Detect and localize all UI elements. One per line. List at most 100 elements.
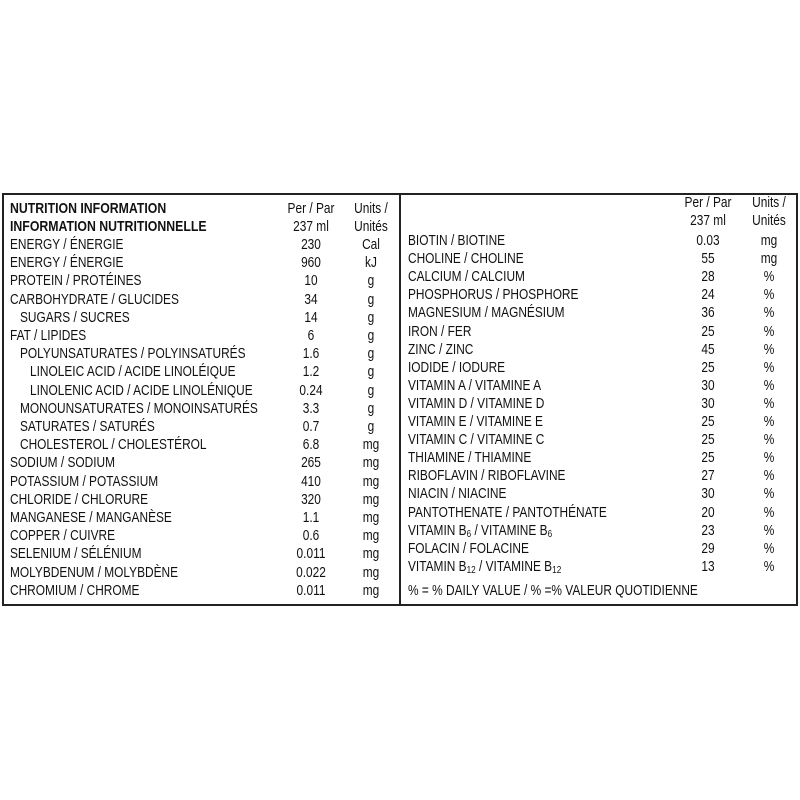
nutrient-label: VITAMIN B6 / VITAMINE B6 — [408, 522, 552, 540]
nutrient-label: RIBOFLAVIN / RIBOFLAVINE — [408, 468, 566, 485]
subscript: 12 — [466, 564, 476, 576]
nutrient-label: CALCIUM / CALCIUM — [408, 269, 525, 286]
nutrient-amount: 28 — [701, 269, 715, 286]
nutrient-label: IRON / FER — [408, 323, 472, 340]
nutrient-unit: mg — [760, 233, 778, 249]
subscript: 6 — [547, 528, 553, 540]
nutrient-unit: % — [763, 468, 775, 485]
nutrient-amount: 0.011 — [296, 582, 326, 599]
nutrient-amount: 0.24 — [299, 382, 323, 399]
nutrient-label: VITAMIN E / VITAMINE E — [408, 414, 543, 430]
nutrient-amount: 30 — [701, 377, 715, 394]
nutrient-unit: mg — [362, 491, 380, 508]
nutrient-unit: g — [367, 291, 375, 308]
units-header-fr: Unités — [752, 213, 786, 229]
nutrient-unit: g — [367, 382, 375, 399]
nutrient-amount: 0.6 — [302, 528, 320, 545]
nutrient-unit: % — [763, 522, 775, 539]
nutrient-label: COPPER / CUIVRE — [10, 528, 116, 545]
nutrient-unit: mg — [362, 564, 380, 581]
label-part: / VITAMINE B — [475, 558, 553, 575]
nutrient-label: LINOLENIC ACID / ACIDE LINOLÉNIQUE — [30, 382, 253, 399]
nutrient-amount: 36 — [701, 305, 715, 322]
nutrient-label: LINOLEIC ACID / ACIDE LINOLÉIQUE — [30, 364, 236, 381]
nutrient-label: POTASSIUM / POTASSIUM — [10, 473, 159, 490]
nutrient-label: MOLYBDENUM / MOLYBDÈNE — [10, 564, 179, 581]
nutrient-unit: % — [763, 377, 775, 394]
nutrient-label: PROTEIN / PROTÉINES — [10, 273, 142, 290]
nutrient-unit: % — [763, 486, 775, 503]
nutrient-amount: 27 — [701, 468, 715, 485]
nutrient-unit: % — [763, 450, 775, 467]
nutrient-label: PHOSPHORUS / PHOSPHORE — [408, 287, 579, 304]
nutrient-amount: 3.3 — [302, 400, 320, 417]
per-header-amount: 237 ml — [293, 219, 329, 235]
nutrient-amount: 25 — [701, 414, 715, 430]
nutrient-unit: % — [763, 341, 775, 358]
nutrient-unit: % — [763, 432, 775, 449]
nutrient-amount: 230 — [301, 237, 321, 253]
label-part: / VITAMINE B — [471, 522, 548, 539]
nutrient-amount: 20 — [701, 504, 715, 521]
nutrient-label: ENERGY / ÉNERGIE — [10, 255, 124, 272]
nutrient-label: CHROMIUM / CHROME — [10, 582, 140, 599]
nutrient-unit: % — [763, 359, 775, 376]
nutrient-amount: 55 — [701, 251, 715, 268]
nutrient-label: IODIDE / IODURE — [408, 359, 506, 376]
nutrient-label: SELENIUM / SÉLÉNIUM — [10, 546, 142, 563]
nutrient-amount: 13 — [701, 558, 715, 575]
nutrient-label: CARBOHYDRATE / GLUCIDES — [10, 291, 179, 308]
nutrient-label: SODIUM / SODIUM — [10, 455, 116, 472]
label-part: VITAMIN B — [408, 558, 467, 575]
per-header: Per / Par — [684, 195, 732, 211]
nutrient-unit: mg — [362, 437, 380, 454]
nutrient-amount: 25 — [701, 323, 715, 340]
nutrient-unit: mg — [362, 510, 380, 526]
nutrient-amount: 265 — [301, 455, 321, 472]
nutrient-label: POLYUNSATURATES / POLYINSATURÉS — [20, 346, 246, 363]
nutrient-label: CHOLINE / CHOLINE — [408, 251, 524, 268]
nutrient-unit: mg — [362, 473, 380, 490]
column-divider — [399, 193, 401, 606]
nutrient-label: MANGANESE / MANGANÈSE — [10, 510, 172, 526]
nutrient-unit: g — [367, 273, 375, 290]
units-header: Units / — [752, 195, 786, 211]
nutrient-label: MONOUNSATURATES / MONOINSATURÉS — [20, 400, 258, 417]
nutrient-label: VITAMIN D / VITAMINE D — [408, 395, 545, 412]
nutrient-unit: g — [367, 309, 375, 326]
nutrient-unit: Cal — [362, 237, 380, 253]
nutrient-unit: mg — [362, 546, 380, 563]
nutrient-amount: 960 — [301, 255, 321, 272]
nutrient-unit: % — [763, 558, 775, 575]
title-en: NUTRITION INFORMATION — [10, 200, 167, 217]
nutrient-amount: 14 — [304, 309, 318, 326]
nutrient-amount: 25 — [701, 450, 715, 467]
nutrient-unit: % — [763, 540, 775, 557]
daily-value-footnote: % = % DAILY VALUE / % =% VALEUR QUOTIDIE… — [408, 583, 698, 599]
nutrient-label: THIAMINE / THIAMINE — [408, 450, 532, 467]
nutrient-unit: mg — [362, 528, 380, 545]
nutrient-amount: 24 — [701, 287, 715, 304]
nutrient-amount: 30 — [701, 395, 715, 412]
nutrient-amount: 29 — [701, 540, 715, 557]
nutrient-unit: mg — [362, 455, 380, 472]
nutrient-unit: g — [367, 328, 375, 344]
nutrient-amount: 10 — [304, 273, 318, 290]
nutrient-label: ENERGY / ÉNERGIE — [10, 237, 124, 253]
nutrient-unit: g — [367, 364, 375, 381]
nutrient-amount: 0.7 — [302, 419, 320, 435]
nutrient-amount: 25 — [701, 359, 715, 376]
nutrient-unit: % — [763, 414, 775, 430]
nutrient-unit: % — [763, 287, 775, 304]
nutrient-label: SATURATES / SATURÉS — [20, 419, 155, 435]
units-header: Units / — [354, 201, 388, 217]
subscript: 6 — [466, 528, 472, 540]
nutrient-label: VITAMIN C / VITAMINE C — [408, 432, 545, 449]
nutrient-amount: 410 — [301, 473, 321, 490]
nutrient-amount: 1.1 — [302, 510, 320, 526]
nutrient-unit: g — [367, 419, 375, 435]
units-header-fr: Unités — [354, 219, 388, 235]
nutrient-amount: 30 — [701, 486, 715, 503]
per-header-amount: 237 ml — [690, 213, 726, 229]
label-part: VITAMIN B — [408, 522, 467, 539]
